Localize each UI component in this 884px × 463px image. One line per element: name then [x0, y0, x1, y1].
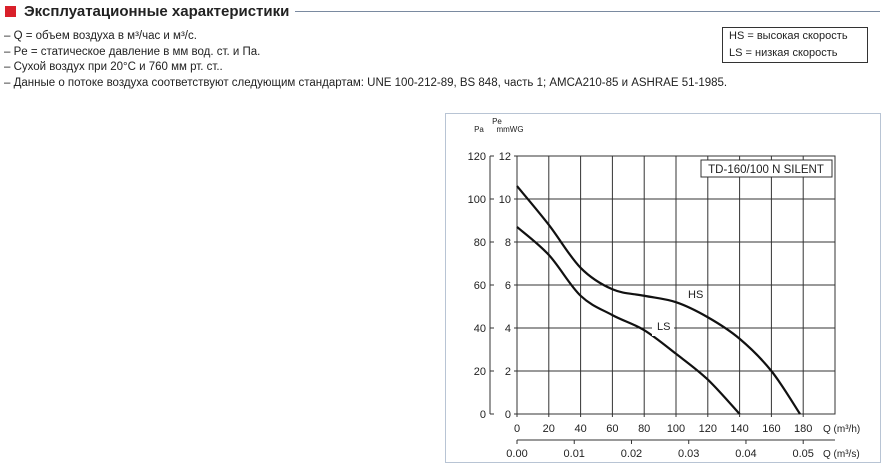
ls-label-bg	[652, 322, 674, 336]
x2-tick-label: 0.01	[564, 448, 585, 460]
section-header: Эксплуатационные характеристики	[5, 3, 880, 20]
legend-ls: LS = низкая скорость	[729, 47, 838, 59]
y-unit-pa: Pa	[474, 125, 484, 134]
note: – Данные о потоке воздуха соответствуют …	[4, 76, 728, 89]
section-title: Эксплуатационные характеристики	[24, 3, 290, 20]
x2-tick-label: 0.00	[506, 448, 527, 460]
y-tick-label-pa: 60	[474, 280, 486, 292]
x2-tick-label: 0.02	[621, 448, 642, 460]
y-tick-label-pa: 40	[474, 323, 486, 335]
y-tick-label-pa: 0	[480, 409, 486, 421]
chart-title: TD-160/100 N SILENT	[708, 164, 824, 176]
x-tick-label: 20	[543, 423, 555, 435]
y-tick-label-mmwg: 8	[505, 237, 511, 249]
x-axis-label: Q (m³/h)	[823, 424, 860, 435]
series-line-hs	[516, 185, 801, 415]
series-line-ls	[516, 226, 741, 415]
x-tick-label: 120	[699, 423, 717, 435]
y-tick-label-mmwg: 6	[505, 280, 511, 292]
series-label-ls: LS	[657, 321, 670, 333]
header-rule	[295, 11, 880, 12]
y-tick-label-mmwg: 10	[499, 194, 511, 206]
y-tick-label-pa: 20	[474, 366, 486, 378]
y-tick-label-mmwg: 4	[505, 323, 511, 335]
model-box	[700, 159, 833, 178]
x-tick-label: 140	[730, 423, 748, 435]
x-tick-label: 100	[667, 423, 685, 435]
x2-tick-label: 0.05	[792, 448, 813, 460]
y-axis-label: Pe	[492, 117, 502, 126]
y-tick-label-pa: 100	[468, 194, 486, 206]
x-tick-label: 60	[606, 423, 618, 435]
y-tick-label-mmwg: 12	[499, 151, 511, 163]
x-tick-label: 180	[794, 423, 812, 435]
legend-hs: HS = высокая скорость	[729, 30, 848, 42]
note: – Pe = статическое давление в мм вод. ст…	[4, 45, 261, 58]
y-unit-mmwg: mmWG	[496, 125, 523, 134]
red-square-icon	[5, 6, 16, 17]
y-tick-label-mmwg: 2	[505, 366, 511, 378]
series-label-hs: HS	[688, 289, 703, 301]
x-tick-label: 0	[514, 423, 520, 435]
x-tick-label: 40	[574, 423, 586, 435]
x2-tick-label: 0.03	[678, 448, 699, 460]
x2-tick-label: 0.04	[735, 448, 756, 460]
note: – Сухой воздух при 20°C и 760 мм рт. ст.…	[4, 61, 223, 73]
y-tick-label-pa: 120	[468, 151, 486, 163]
notes: – Q = объем воздуха в м³/час и м³/с. – P…	[4, 29, 727, 91]
x2-axis-label: Q (m³/s)	[823, 449, 860, 460]
x-tick-label: 160	[762, 423, 780, 435]
y-tick-label-pa: 80	[474, 237, 486, 249]
x-tick-label: 80	[638, 423, 650, 435]
note: – Q = объем воздуха в м³/час и м³/с.	[4, 30, 197, 42]
y-tick-label-mmwg: 0	[505, 409, 511, 421]
speed-legend: HS = высокая скорость LS = низкая скорос…	[722, 27, 868, 63]
